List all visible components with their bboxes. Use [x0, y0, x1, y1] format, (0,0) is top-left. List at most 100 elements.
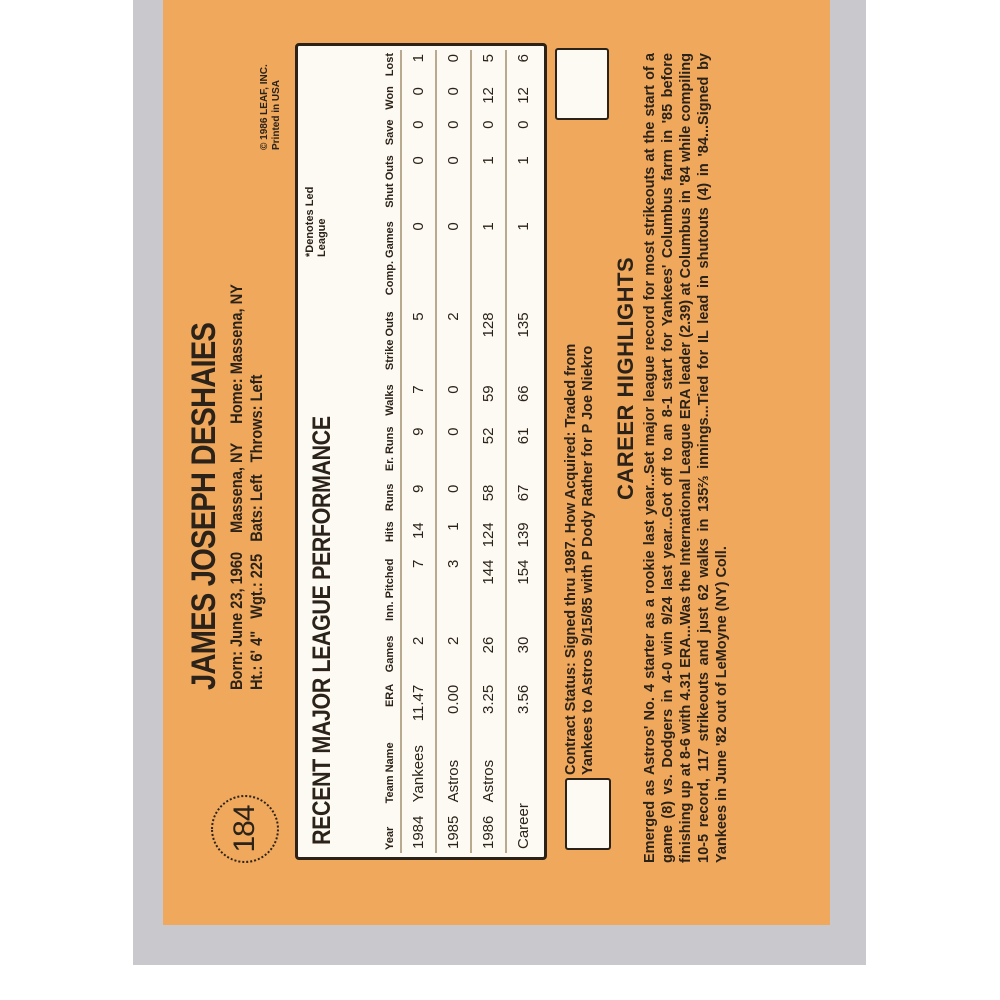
table-cell: 0: [471, 116, 506, 153]
column-header: Team Name: [384, 742, 396, 804]
table-cell: 1: [401, 50, 436, 84]
column-header: Lost: [384, 53, 396, 77]
column-header: Year: [384, 826, 396, 850]
table-cell: 59: [471, 381, 506, 424]
table-cell: 7: [401, 381, 436, 424]
table-cell: 67: [506, 480, 540, 519]
table-cell: 3.56: [506, 680, 540, 731]
table-cell: 0: [436, 381, 471, 424]
stats-table: Year Team Name ERA Games Inn. Pitched Hits Run…: [350, 50, 540, 853]
table-cell: 135: [506, 308, 540, 382]
table-cell: 11.47: [401, 680, 436, 731]
table-cell: 12: [506, 83, 540, 117]
table-cell: 0: [436, 480, 471, 519]
card-back: 184 JAMES JOSEPH DESHAIES Born: June 23,…: [163, 0, 830, 925]
table-cell: 0: [401, 116, 436, 153]
card-number: 184: [211, 795, 279, 863]
table-cell: Astros: [436, 730, 471, 807]
table-cell: 2: [401, 632, 436, 681]
mlb-logo: [555, 48, 609, 120]
column-header: Strike Outs: [384, 311, 396, 371]
column-header: Comp. Games: [384, 221, 396, 296]
column-header: ERA: [384, 683, 396, 708]
stats-box: RECENT MAJOR LEAGUE PERFORMANCE *Denotes…: [295, 43, 547, 860]
table-cell: Yankees: [401, 730, 436, 807]
table-cell: 61: [506, 423, 540, 481]
table-cell: 7: [401, 555, 436, 633]
table-cell: 1985: [436, 806, 471, 853]
table-row: 1986 Astros 3.25 26 144 124 58 52 59 128 1 1 0 12 5: [471, 50, 506, 853]
highlights-text: Emerged as Astros' No. 4 starter as a ro…: [642, 53, 730, 863]
table-title: RECENT MAJOR LEAGUE PERFORMANCE: [308, 416, 336, 845]
mlbpa-logo: [565, 778, 611, 850]
bio-field: Wgt.: 225: [247, 553, 266, 619]
table-cell: 0: [436, 152, 471, 219]
table-cell: 154: [506, 555, 540, 633]
table-cell: 0: [401, 83, 436, 117]
table-cell: 1: [436, 518, 471, 556]
table-cell: 0: [401, 218, 436, 309]
table-cell: 30: [506, 632, 540, 681]
column-header: Walks: [384, 384, 396, 416]
table-cell: 0: [506, 116, 540, 153]
column-header: Er. Runs: [384, 426, 396, 472]
table-cell: 14: [401, 518, 436, 556]
table-cell: 0: [401, 152, 436, 219]
table-row: Career 3.56 30 154 139 67 61 66 135 1 1 0 12 6: [506, 50, 540, 853]
column-header: Save: [384, 119, 396, 146]
bio-field: Bats: Left: [247, 474, 266, 542]
table-cell: 58: [471, 480, 506, 519]
table-cell: 1984: [401, 806, 436, 853]
table-cell: 124: [471, 518, 506, 556]
column-header: Hits: [384, 521, 396, 543]
bio-line: Born: June 23, 1960 Massena, NY Home: Mass…: [227, 265, 247, 690]
column-header: Games: [384, 635, 396, 673]
table-cell: 1: [506, 152, 540, 219]
column-header: Inn. Pitched: [384, 558, 396, 621]
copyright: © 1986 LEAF, INC. Printed in USA: [259, 64, 282, 150]
bio-field: Ht.: 6' 4": [247, 630, 266, 690]
table-cell: 9: [401, 423, 436, 481]
player-name: JAMES JOSEPH DESHAIES: [185, 322, 223, 690]
table-cell: 52: [471, 423, 506, 481]
bio-field: Born: June 23, 1960: [227, 551, 246, 690]
contract-status: Contract Status: Signed thru 1987. How A…: [563, 343, 596, 775]
table-cell: 5: [401, 308, 436, 382]
table-cell: 2: [436, 632, 471, 681]
bio-field: Home: Massena, NY: [227, 284, 246, 424]
table-cell: 6: [506, 50, 540, 84]
table-cell: 0: [436, 116, 471, 153]
table-cell: 144: [471, 555, 506, 633]
highlights-title: CAREER HIGHLIGHTS: [613, 256, 638, 500]
table-row: 1985 Astros 0.00 2 3 1 0 0 0 2 0 0 0 0 0: [436, 50, 471, 853]
table-cell: 1: [506, 218, 540, 309]
table-cell: 26: [471, 632, 506, 681]
table-cell: 1: [471, 152, 506, 219]
table-cell: 128: [471, 308, 506, 382]
column-header: Runs: [384, 483, 396, 512]
bio-field: Throws: Left: [247, 374, 266, 463]
table-cell: 0: [436, 218, 471, 309]
table-cell: 0: [436, 50, 471, 84]
table-cell: Career: [506, 730, 540, 853]
table-row: 1984 Yankees 11.47 2 7 14 9 9 7 5 0 0 0 0 1: [401, 50, 436, 853]
table-cell: 1986: [471, 806, 506, 853]
table-cell: 3.25: [471, 680, 506, 731]
table-cell: 66: [506, 381, 540, 424]
table-cell: 139: [506, 518, 540, 556]
card-content: 184 JAMES JOSEPH DESHAIES Born: June 23,…: [163, 0, 830, 925]
table-cell: 1: [471, 218, 506, 309]
table-cell: 0: [436, 423, 471, 481]
table-cell: 5: [471, 50, 506, 84]
table-cell: 0.00: [436, 680, 471, 731]
bio-line: Ht.: 6' 4" Wgt.: 225 Bats: Left Throws: Lef…: [247, 363, 267, 690]
table-cell: 9: [401, 480, 436, 519]
table-cell: 12: [471, 83, 506, 117]
table-cell: 2: [436, 308, 471, 382]
table-note: *Denotes Led League: [304, 186, 328, 257]
table-cell: 3: [436, 555, 471, 633]
column-header: Won: [384, 86, 396, 110]
table-cell: 0: [436, 83, 471, 117]
column-header: Shut Outs: [384, 155, 396, 208]
